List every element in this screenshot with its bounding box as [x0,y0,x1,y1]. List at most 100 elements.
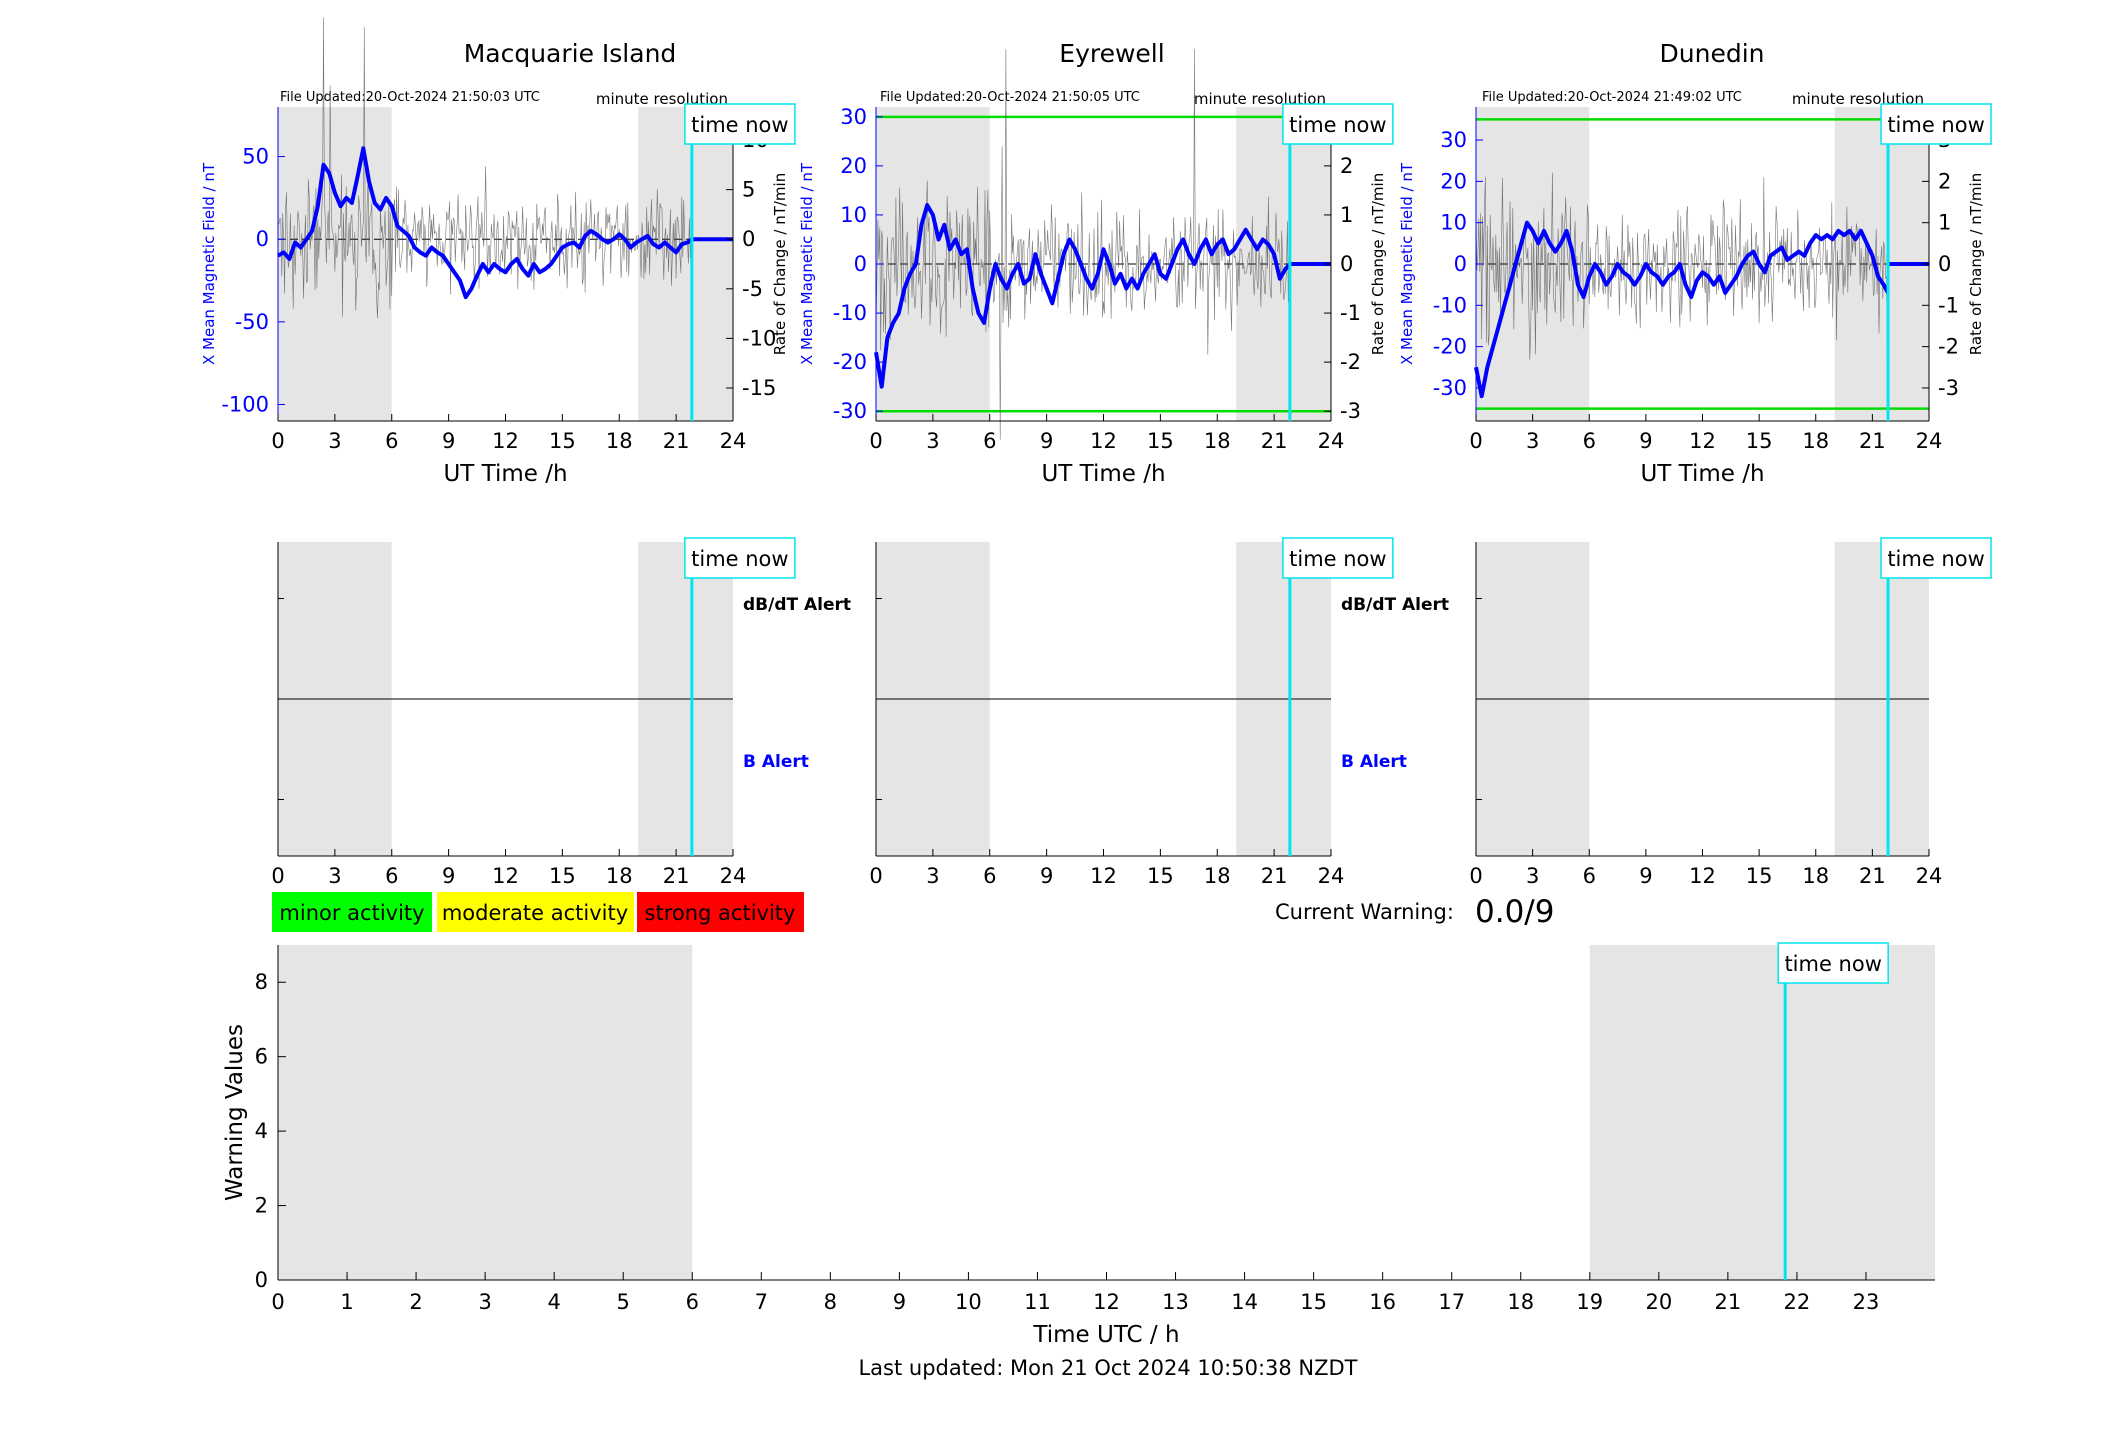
legend-minor-swatch [272,892,432,932]
y-tick-right-label: -3 [1938,376,1959,400]
y-tick-label: -50 [235,310,269,334]
top-chart-dunedin: Dunedin File Updated:20-Oct-2024 21:49:0… [1398,39,1992,487]
time-now-label: time now [1887,547,1984,571]
x-tick-label: 12 [1689,429,1716,453]
y-tick-right-label: -3 [1340,399,1361,423]
y-tick-label: 20 [840,154,867,178]
y-tick-label: 10 [840,203,867,227]
x-tick-label: 16 [1369,1290,1396,1314]
x-tick-label: 0 [1469,429,1482,453]
alert-chart-macquarie: 0 3 6 9 12 15 18 21 24 dB/dT Alert B Alert time now [271,537,851,888]
y-tick-label: -10 [833,301,867,325]
x-tick-label: 12 [1090,864,1117,888]
x-tick-label: 21 [663,864,690,888]
x-tick-label: 12 [1090,429,1117,453]
y-tick-label: 30 [840,105,867,129]
x-tick-label: 0 [271,1290,284,1314]
time-now-box [1282,103,1394,145]
time-now-label: time now [1289,547,1386,571]
x-tick-label: 10 [955,1290,982,1314]
y-axis-right-label: Rate of Change / nT/min [1369,173,1387,355]
file-updated: File Updated:20-Oct-2024 21:50:03 UTC [280,90,540,105]
x-tick-label: 12 [1093,1290,1120,1314]
x-tick-label: 3 [1526,429,1539,453]
x-axis-label: UT Time /h [1041,461,1165,487]
alert-chart-dunedin: 0 3 6 9 12 15 18 21 24 time now [1469,537,1992,888]
x-tick-label: 11 [1024,1290,1051,1314]
x-tick-label: 6 [385,429,398,453]
dbdt-alert-label: dB/dT Alert [1341,595,1449,615]
alert-chart-eyrewell: 0 3 6 9 12 15 18 21 24 dB/dT Alert B Alert time now [869,537,1449,888]
y-axis-right-label: Rate of Change / nT/min [771,173,789,355]
x-tick-label: 9 [893,1290,906,1314]
night-band [278,945,693,1280]
x-tick-label: 15 [1746,864,1773,888]
y-axis-right-label: Rate of Change / nT/min [1967,173,1985,355]
x-tick-label: 24 [1916,864,1943,888]
y-tick-label: 4 [255,1119,268,1143]
x-tick-label: 15 [1300,1290,1327,1314]
x-tick-label: 0 [869,864,882,888]
x-tick-label: 15 [1746,429,1773,453]
y-tick-right-label: 1 [1340,203,1353,227]
file-updated: File Updated:20-Oct-2024 21:49:02 UTC [1482,90,1742,105]
time-now-box [1777,942,1889,984]
x-tick-label: 18 [1204,429,1231,453]
y-tick-right-label: 1 [1938,211,1951,235]
y-tick-label: -100 [221,392,269,416]
x-tick-label: 21 [663,429,690,453]
x-tick-label: 3 [926,429,939,453]
y-tick-label: -20 [1433,335,1467,359]
x-tick-label: 9 [442,864,455,888]
x-tick-label: 3 [328,429,341,453]
y-tick-label: 30 [1440,128,1467,152]
y-tick-right-label: 0 [1340,252,1353,276]
y-tick-label: 6 [255,1045,268,1069]
legend-minor-label: minor activity [279,901,424,925]
y-tick-label: 8 [255,970,268,994]
y-tick-label: 0 [256,227,269,251]
current-warning-value: 0.0/9 [1475,894,1554,930]
x-tick-label: 8 [824,1290,837,1314]
y-tick-right-label: -1 [1340,301,1361,325]
time-now-label: time now [691,113,788,137]
x-tick-label: 1 [340,1290,353,1314]
x-tick-label: 24 [1916,429,1943,453]
x-tick-label: 15 [549,864,576,888]
x-tick-label: 18 [606,864,633,888]
y-tick-right-label: -5 [742,277,763,301]
x-tick-label: 9 [1040,864,1053,888]
y-tick-label: -20 [833,350,867,374]
chart-title: Eyrewell [1059,39,1164,68]
x-tick-label: 6 [686,1290,699,1314]
y-tick-label: -30 [833,399,867,423]
y-tick-right-label: -2 [1938,335,1959,359]
b-alert-label: B Alert [743,752,809,772]
x-tick-label: 0 [869,429,882,453]
current-warning-label: Current Warning: [1275,900,1454,924]
x-tick-label: 5 [617,1290,630,1314]
x-tick-label: 24 [1318,864,1345,888]
x-tick-label: 6 [983,429,996,453]
warning-chart: 0 1 2 3 4 5 6 7 8 9 10 11 12 13 14 15 16 17 18 19 20 21 22 2302… [222,942,1935,1348]
x-tick-label: 6 [385,864,398,888]
x-axis-label: Time UTC / h [1032,1322,1179,1348]
rate-of-change-line [1475,172,1888,382]
y-tick-right-label: 2 [1938,169,1951,193]
y-tick-right-label: -2 [1340,350,1361,374]
y-tick-right-label: 0 [1938,252,1951,276]
x-tick-label: 24 [1318,429,1345,453]
legend-moderate-label: moderate activity [442,901,628,925]
y-tick-label: 0 [255,1268,268,1292]
time-now-box [1880,103,1992,145]
rate-of-change-line [875,48,1290,440]
x-tick-label: 13 [1162,1290,1189,1314]
y-tick-right-label: -10 [742,326,776,350]
x-tick-label: 18 [1204,864,1231,888]
x-tick-label: 6 [1583,429,1596,453]
time-now-label: time now [1887,113,1984,137]
x-tick-label: 20 [1645,1290,1672,1314]
x-tick-label: 18 [1507,1290,1534,1314]
x-tick-label: 12 [492,864,519,888]
